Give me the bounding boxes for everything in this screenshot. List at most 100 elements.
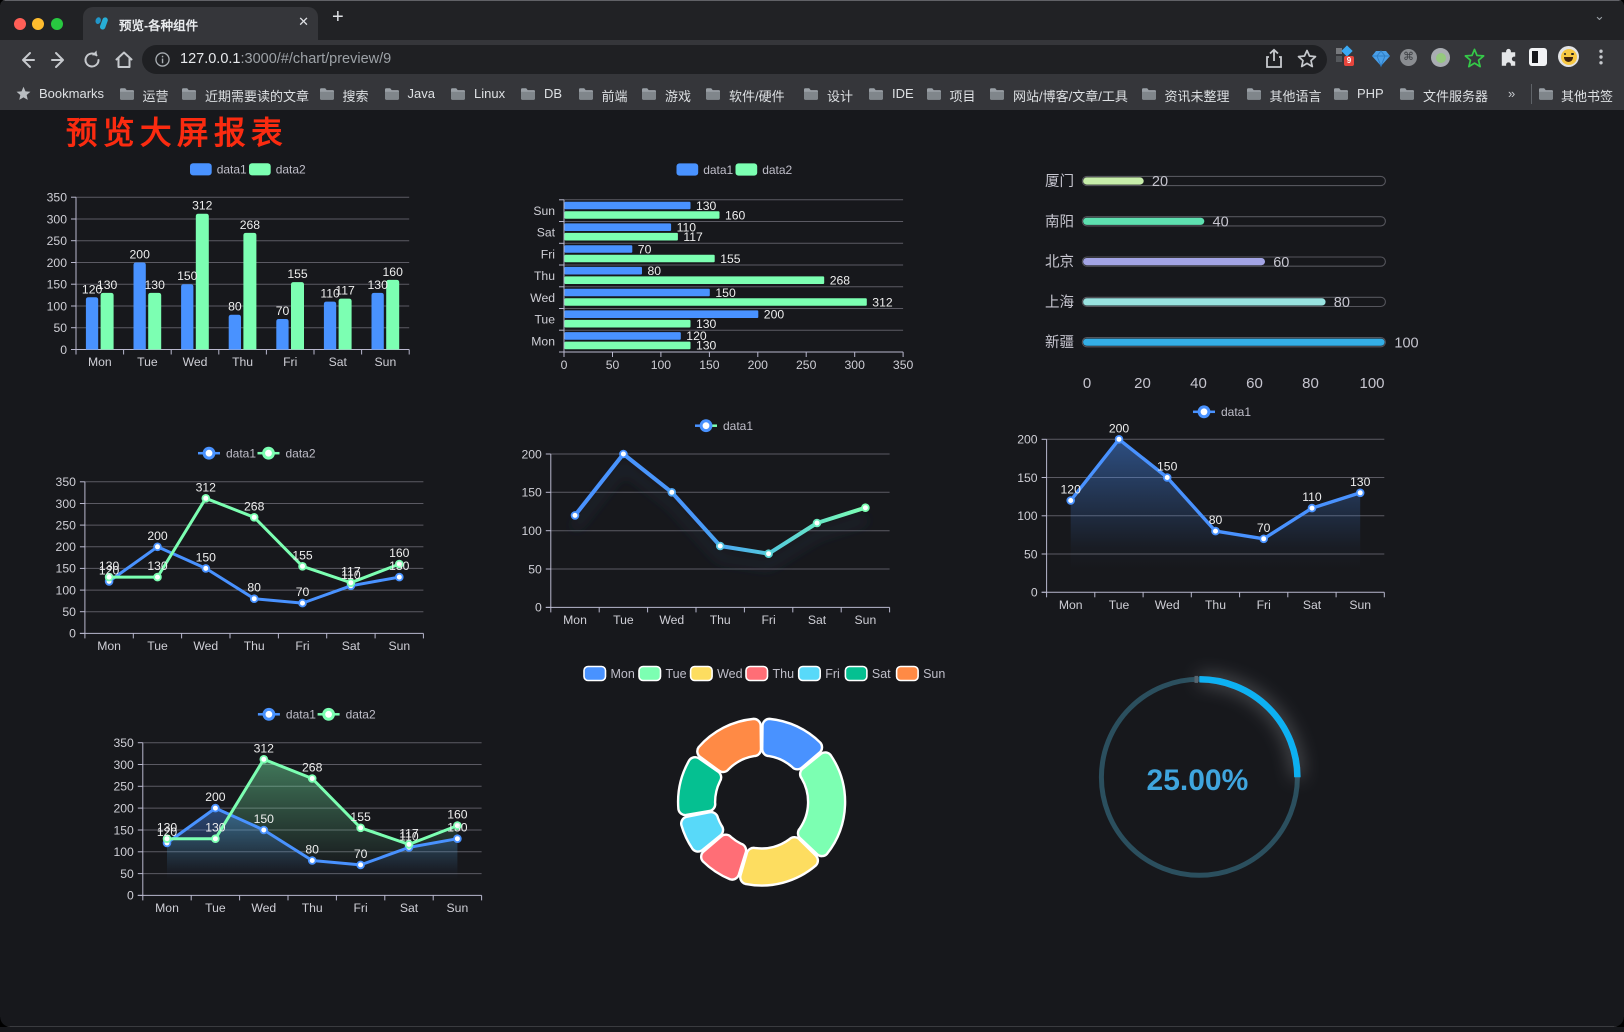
svg-text:80: 80 xyxy=(1302,375,1319,392)
svg-text:Wed: Wed xyxy=(251,901,276,915)
svg-text:Sun: Sun xyxy=(1349,598,1371,612)
svg-text:70: 70 xyxy=(276,304,290,318)
svg-text:Thu: Thu xyxy=(773,667,795,681)
svg-text:300: 300 xyxy=(56,497,77,511)
svg-text:350: 350 xyxy=(893,358,914,372)
svg-text:160: 160 xyxy=(389,546,410,560)
svg-text:130: 130 xyxy=(157,821,178,835)
svg-text:120: 120 xyxy=(99,563,120,577)
svg-text:150: 150 xyxy=(699,358,720,372)
svg-text:data2: data2 xyxy=(346,708,376,722)
svg-text:Fri: Fri xyxy=(541,247,555,261)
svg-text:Mon: Mon xyxy=(97,639,121,653)
svg-text:100: 100 xyxy=(1394,335,1418,351)
svg-text:312: 312 xyxy=(254,741,275,755)
svg-text:50: 50 xyxy=(606,358,620,372)
svg-text:150: 150 xyxy=(254,812,275,826)
svg-text:北京: 北京 xyxy=(1045,254,1074,271)
svg-text:117: 117 xyxy=(683,230,703,244)
svg-text:Thu: Thu xyxy=(534,269,555,283)
svg-text:200: 200 xyxy=(748,358,769,372)
svg-text:300: 300 xyxy=(113,758,134,772)
svg-text:data1: data1 xyxy=(703,163,733,177)
svg-text:155: 155 xyxy=(292,548,313,562)
svg-text:200: 200 xyxy=(205,790,226,804)
svg-text:Mon: Mon xyxy=(88,355,112,369)
svg-text:150: 150 xyxy=(177,269,198,283)
svg-text:50: 50 xyxy=(120,867,134,881)
svg-text:50: 50 xyxy=(62,605,76,619)
svg-text:120: 120 xyxy=(157,825,178,839)
svg-text:150: 150 xyxy=(47,278,68,292)
svg-text:Sun: Sun xyxy=(533,204,555,218)
svg-text:Tue: Tue xyxy=(137,355,158,369)
svg-text:0: 0 xyxy=(1083,375,1091,392)
svg-text:Sun: Sun xyxy=(447,901,469,915)
svg-text:Sun: Sun xyxy=(855,613,877,627)
svg-text:50: 50 xyxy=(528,562,542,576)
svg-text:60: 60 xyxy=(1246,375,1263,392)
svg-text:130: 130 xyxy=(696,317,717,331)
svg-text:厦门: 厦门 xyxy=(1045,173,1074,190)
svg-text:Sat: Sat xyxy=(329,355,348,369)
svg-text:data2: data2 xyxy=(286,447,316,461)
svg-text:100: 100 xyxy=(113,845,134,859)
svg-text:130: 130 xyxy=(147,559,168,573)
svg-text:200: 200 xyxy=(147,529,168,543)
svg-text:70: 70 xyxy=(296,585,310,599)
svg-text:110: 110 xyxy=(341,568,361,582)
svg-text:150: 150 xyxy=(113,823,134,837)
svg-text:Wed: Wed xyxy=(717,667,743,681)
svg-text:117: 117 xyxy=(335,284,355,298)
svg-text:Thu: Thu xyxy=(232,355,253,369)
svg-text:200: 200 xyxy=(764,308,785,322)
svg-text:200: 200 xyxy=(521,447,542,461)
svg-text:Wed: Wed xyxy=(183,355,208,369)
svg-text:110: 110 xyxy=(320,287,340,301)
svg-text:110: 110 xyxy=(1302,490,1322,504)
svg-text:268: 268 xyxy=(240,218,261,232)
svg-text:350: 350 xyxy=(47,191,68,205)
svg-text:100: 100 xyxy=(1359,375,1384,392)
svg-text:data2: data2 xyxy=(762,163,792,177)
svg-text:80: 80 xyxy=(305,843,319,857)
svg-text:data1: data1 xyxy=(286,708,316,722)
svg-text:南阳: 南阳 xyxy=(1045,213,1074,230)
svg-text:155: 155 xyxy=(287,267,308,281)
svg-text:Sat: Sat xyxy=(400,901,419,915)
svg-text:Thu: Thu xyxy=(710,613,731,627)
svg-text:100: 100 xyxy=(47,299,68,313)
svg-text:50: 50 xyxy=(53,321,67,335)
svg-text:80: 80 xyxy=(1334,295,1350,311)
svg-text:70: 70 xyxy=(638,242,652,256)
svg-text:data1: data1 xyxy=(1221,405,1251,419)
svg-text:Thu: Thu xyxy=(302,901,323,915)
svg-text:Tue: Tue xyxy=(147,639,168,653)
svg-text:40: 40 xyxy=(1190,375,1207,392)
svg-text:150: 150 xyxy=(56,562,77,576)
svg-text:Sat: Sat xyxy=(342,639,361,653)
svg-text:Tue: Tue xyxy=(205,901,226,915)
svg-text:50: 50 xyxy=(1024,547,1038,561)
svg-text:130: 130 xyxy=(97,278,118,292)
svg-text:150: 150 xyxy=(1017,471,1038,485)
svg-text:100: 100 xyxy=(651,358,672,372)
svg-text:70: 70 xyxy=(1257,521,1271,535)
svg-text:150: 150 xyxy=(521,486,542,500)
svg-text:160: 160 xyxy=(725,208,746,222)
svg-text:130: 130 xyxy=(1350,475,1371,489)
svg-text:200: 200 xyxy=(1109,421,1130,435)
svg-text:Tue: Tue xyxy=(1109,598,1130,612)
svg-text:80: 80 xyxy=(648,264,662,278)
svg-text:155: 155 xyxy=(720,252,741,266)
svg-text:80: 80 xyxy=(228,300,242,314)
svg-text:268: 268 xyxy=(830,274,851,288)
svg-text:Tue: Tue xyxy=(613,613,634,627)
svg-text:20: 20 xyxy=(1134,375,1151,392)
svg-text:Fri: Fri xyxy=(761,613,775,627)
svg-text:300: 300 xyxy=(47,212,68,226)
svg-text:150: 150 xyxy=(196,550,217,564)
svg-text:20: 20 xyxy=(1152,174,1168,190)
svg-text:130: 130 xyxy=(389,559,410,573)
svg-text:312: 312 xyxy=(196,480,217,494)
